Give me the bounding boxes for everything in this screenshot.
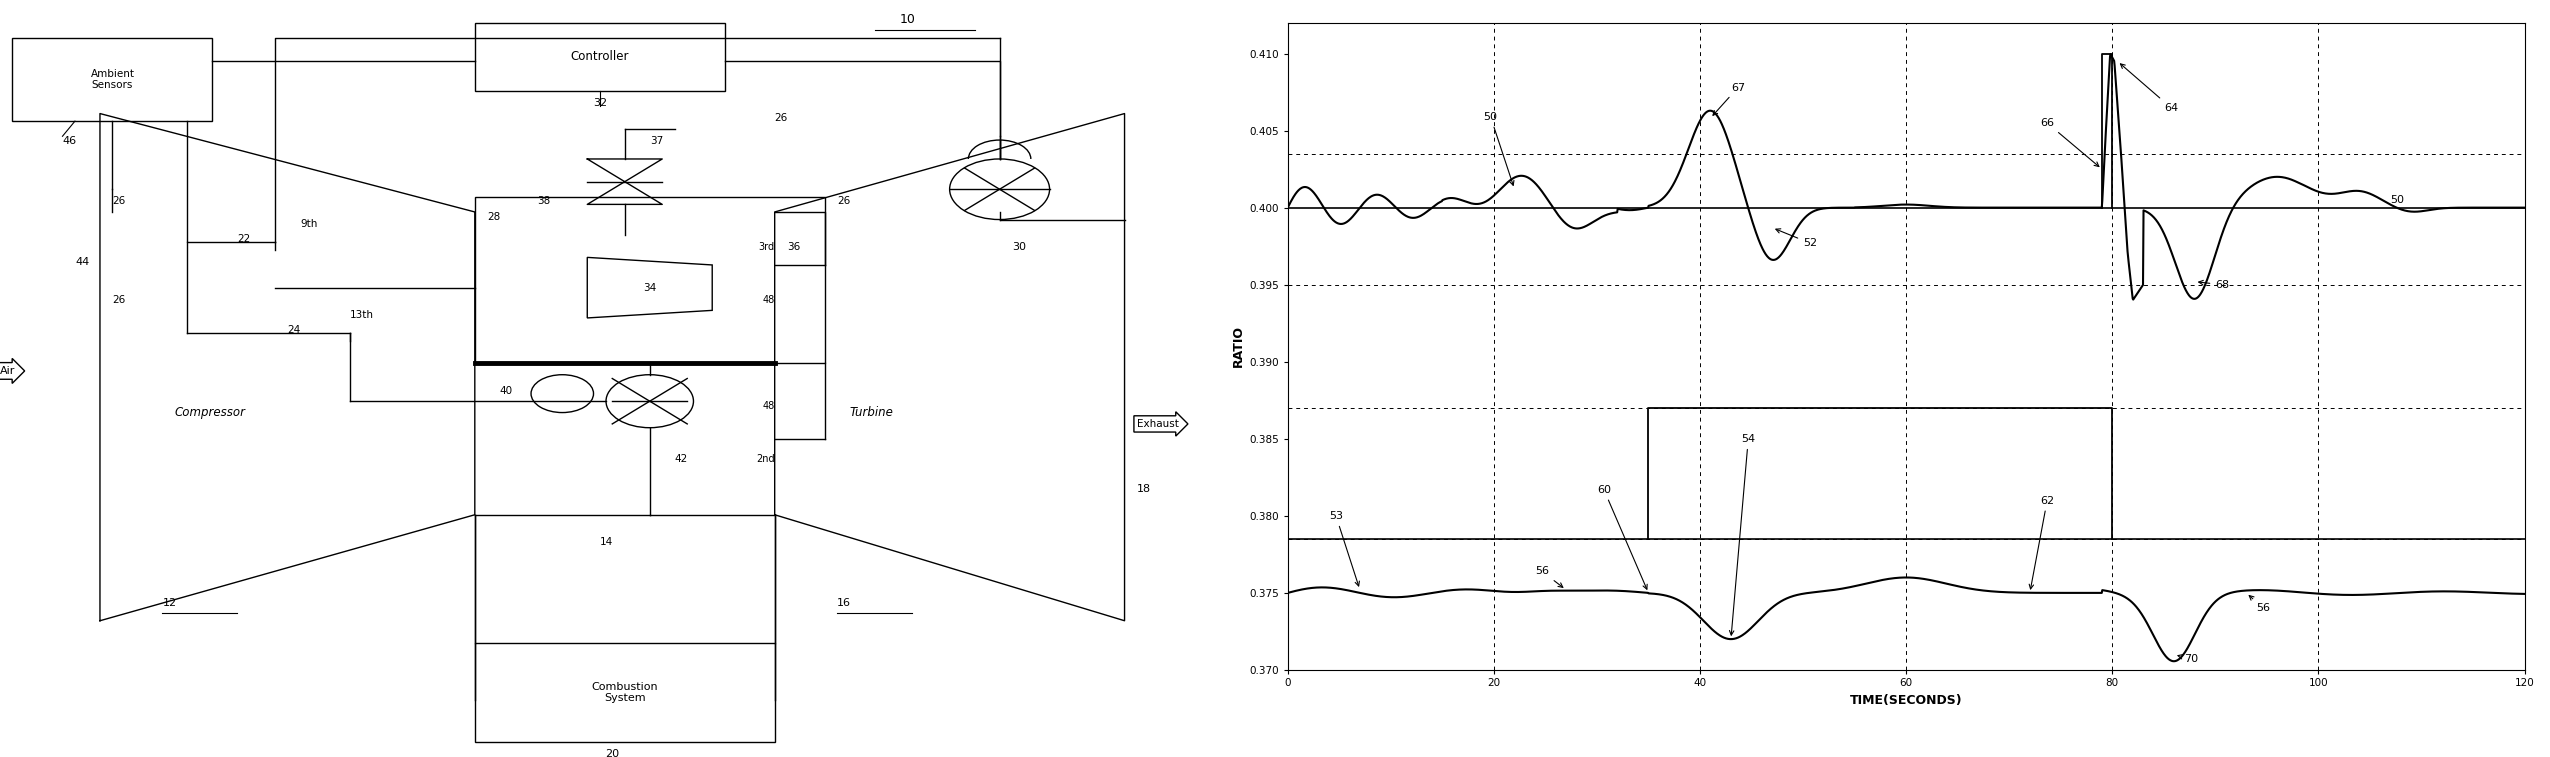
Text: 56: 56: [2249, 596, 2270, 613]
Text: 37: 37: [650, 136, 663, 146]
Text: 42: 42: [676, 453, 688, 464]
Text: 48: 48: [762, 294, 775, 305]
Text: 40: 40: [500, 385, 513, 396]
Text: 26: 26: [112, 196, 125, 207]
Text: 50: 50: [2389, 195, 2405, 205]
Text: Controller: Controller: [571, 50, 630, 64]
Bar: [474, 23, 724, 91]
Text: 36: 36: [788, 241, 801, 252]
Text: 64: 64: [2122, 64, 2178, 113]
Text: 18: 18: [1137, 484, 1150, 494]
Text: 13th: 13th: [349, 310, 375, 320]
Text: Ambient
Sensors: Ambient Sensors: [89, 69, 135, 90]
Bar: [474, 643, 775, 742]
Text: 60: 60: [1596, 484, 1647, 589]
Text: 48: 48: [762, 400, 775, 411]
Text: 67: 67: [1714, 83, 1744, 115]
Text: 22: 22: [237, 234, 250, 245]
Text: Compressor: Compressor: [176, 407, 245, 419]
Text: 3rd: 3rd: [757, 241, 775, 252]
Text: Combustion
System: Combustion System: [592, 682, 658, 703]
Text: 26: 26: [775, 113, 788, 123]
Text: 26: 26: [112, 294, 125, 305]
Text: 44: 44: [74, 257, 89, 267]
Text: 9th: 9th: [301, 219, 316, 229]
Text: Air: Air: [0, 366, 15, 376]
Text: 54: 54: [1729, 434, 1754, 635]
Text: 50: 50: [1484, 112, 1515, 185]
Text: 30: 30: [1012, 241, 1025, 252]
Text: 12: 12: [163, 597, 176, 608]
Text: 32: 32: [592, 98, 607, 108]
Text: 20: 20: [604, 749, 620, 757]
Text: 46: 46: [61, 136, 76, 146]
Bar: [13, 38, 212, 121]
Text: 16: 16: [836, 597, 852, 608]
Text: 68: 68: [2198, 280, 2229, 290]
Text: 38: 38: [538, 196, 551, 207]
X-axis label: TIME(SECONDS): TIME(SECONDS): [1849, 694, 1964, 707]
Text: 34: 34: [643, 282, 655, 293]
Text: 53: 53: [1329, 511, 1359, 586]
Text: 56: 56: [1535, 566, 1563, 587]
Text: 26: 26: [836, 196, 849, 207]
Text: 2nd: 2nd: [755, 453, 775, 464]
Text: 10: 10: [900, 13, 915, 26]
Text: 24: 24: [288, 325, 301, 335]
Text: 52: 52: [1775, 229, 1818, 248]
Text: 62: 62: [2030, 496, 2055, 589]
Text: Turbine: Turbine: [849, 407, 892, 419]
Y-axis label: RATIO: RATIO: [1232, 326, 1244, 367]
Text: 66: 66: [2040, 118, 2099, 167]
Text: 28: 28: [487, 211, 500, 222]
Bar: [474, 197, 824, 363]
Text: 70: 70: [2178, 654, 2198, 664]
Text: Exhaust: Exhaust: [1137, 419, 1178, 429]
Text: 14: 14: [599, 537, 612, 547]
